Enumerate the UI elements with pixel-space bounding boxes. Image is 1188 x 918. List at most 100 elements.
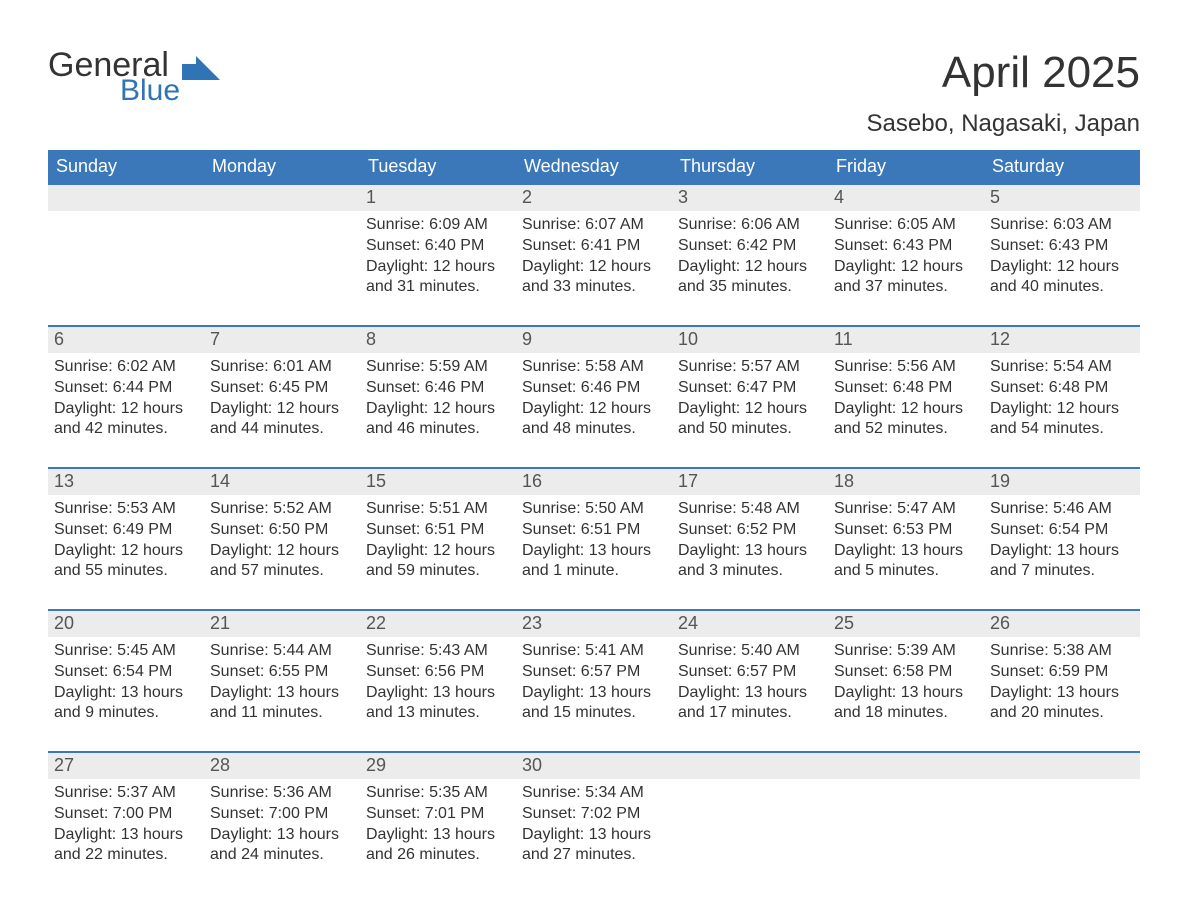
weekday-header: Wednesday — [516, 150, 672, 185]
sunrise-text: Sunrise: 5:51 AM — [366, 499, 510, 520]
sunrise-text: Sunrise: 5:47 AM — [834, 499, 978, 520]
day-number — [984, 753, 1140, 779]
sunrise-text: Sunrise: 5:39 AM — [834, 641, 978, 662]
daylight2-text: and 27 minutes. — [522, 845, 666, 866]
daylight1-text: Daylight: 12 hours — [54, 399, 198, 420]
daylight2-text: and 44 minutes. — [210, 419, 354, 440]
day-cell: Sunrise: 5:39 AMSunset: 6:58 PMDaylight:… — [828, 637, 984, 733]
logo-flag-icon — [182, 56, 220, 80]
day-cell — [828, 779, 984, 875]
day-cell: Sunrise: 5:59 AMSunset: 6:46 PMDaylight:… — [360, 353, 516, 449]
daylight2-text: and 13 minutes. — [366, 703, 510, 724]
calendar-page: General Blue April 2025 Sasebo, Nagasaki… — [0, 0, 1188, 875]
day-number: 27 — [48, 753, 204, 779]
weekday-header: Monday — [204, 150, 360, 185]
daylight1-text: Daylight: 12 hours — [366, 541, 510, 562]
sunset-text: Sunset: 6:45 PM — [210, 378, 354, 399]
day-cell: Sunrise: 6:01 AMSunset: 6:45 PMDaylight:… — [204, 353, 360, 449]
daylight2-text: and 26 minutes. — [366, 845, 510, 866]
daylight2-text: and 52 minutes. — [834, 419, 978, 440]
day-cell: Sunrise: 5:47 AMSunset: 6:53 PMDaylight:… — [828, 495, 984, 591]
day-number — [828, 753, 984, 779]
daylight1-text: Daylight: 13 hours — [990, 683, 1134, 704]
day-cell: Sunrise: 5:58 AMSunset: 6:46 PMDaylight:… — [516, 353, 672, 449]
day-cell — [672, 779, 828, 875]
day-cell — [48, 211, 204, 307]
sunrise-text: Sunrise: 5:41 AM — [522, 641, 666, 662]
sunrise-text: Sunrise: 5:35 AM — [366, 783, 510, 804]
day-number: 30 — [516, 753, 672, 779]
day-cell: Sunrise: 5:45 AMSunset: 6:54 PMDaylight:… — [48, 637, 204, 733]
day-number: 18 — [828, 469, 984, 495]
sunset-text: Sunset: 7:01 PM — [366, 804, 510, 825]
sunset-text: Sunset: 6:48 PM — [834, 378, 978, 399]
daylight2-text: and 37 minutes. — [834, 277, 978, 298]
day-number: 17 — [672, 469, 828, 495]
calendar-week: 6789101112Sunrise: 6:02 AMSunset: 6:44 P… — [48, 325, 1140, 449]
day-number: 16 — [516, 469, 672, 495]
daylight2-text: and 9 minutes. — [54, 703, 198, 724]
day-cell: Sunrise: 5:35 AMSunset: 7:01 PMDaylight:… — [360, 779, 516, 875]
sunrise-text: Sunrise: 5:43 AM — [366, 641, 510, 662]
sunrise-text: Sunrise: 5:34 AM — [522, 783, 666, 804]
day-number: 14 — [204, 469, 360, 495]
logo-text: General Blue — [48, 48, 180, 106]
sunrise-text: Sunrise: 5:52 AM — [210, 499, 354, 520]
day-number: 3 — [672, 185, 828, 211]
daylight1-text: Daylight: 12 hours — [678, 399, 822, 420]
daylight1-text: Daylight: 13 hours — [834, 541, 978, 562]
day-cell: Sunrise: 6:06 AMSunset: 6:42 PMDaylight:… — [672, 211, 828, 307]
sunset-text: Sunset: 6:51 PM — [522, 520, 666, 541]
day-number: 23 — [516, 611, 672, 637]
calendar-week: 20212223242526Sunrise: 5:45 AMSunset: 6:… — [48, 609, 1140, 733]
day-number: 21 — [204, 611, 360, 637]
sunset-text: Sunset: 6:41 PM — [522, 236, 666, 257]
day-number: 1 — [360, 185, 516, 211]
daylight1-text: Daylight: 13 hours — [522, 683, 666, 704]
day-cell: Sunrise: 6:09 AMSunset: 6:40 PMDaylight:… — [360, 211, 516, 307]
daylight2-text: and 40 minutes. — [990, 277, 1134, 298]
sunrise-text: Sunrise: 5:36 AM — [210, 783, 354, 804]
daylight2-text: and 5 minutes. — [834, 561, 978, 582]
sunrise-text: Sunrise: 5:54 AM — [990, 357, 1134, 378]
sunset-text: Sunset: 6:55 PM — [210, 662, 354, 683]
day-number: 5 — [984, 185, 1140, 211]
day-cell: Sunrise: 5:44 AMSunset: 6:55 PMDaylight:… — [204, 637, 360, 733]
sunrise-text: Sunrise: 5:57 AM — [678, 357, 822, 378]
day-cell: Sunrise: 5:52 AMSunset: 6:50 PMDaylight:… — [204, 495, 360, 591]
daylight2-text: and 22 minutes. — [54, 845, 198, 866]
sunrise-text: Sunrise: 5:40 AM — [678, 641, 822, 662]
daylight2-text: and 54 minutes. — [990, 419, 1134, 440]
daylight2-text: and 46 minutes. — [366, 419, 510, 440]
sunset-text: Sunset: 6:52 PM — [678, 520, 822, 541]
daylight1-text: Daylight: 13 hours — [54, 825, 198, 846]
day-number: 28 — [204, 753, 360, 779]
day-number-row: 6789101112 — [48, 327, 1140, 353]
daylight1-text: Daylight: 12 hours — [834, 399, 978, 420]
day-cell: Sunrise: 5:53 AMSunset: 6:49 PMDaylight:… — [48, 495, 204, 591]
day-number: 20 — [48, 611, 204, 637]
sunset-text: Sunset: 6:53 PM — [834, 520, 978, 541]
day-cell: Sunrise: 5:41 AMSunset: 6:57 PMDaylight:… — [516, 637, 672, 733]
sunrise-text: Sunrise: 5:38 AM — [990, 641, 1134, 662]
daylight1-text: Daylight: 12 hours — [54, 541, 198, 562]
daylight1-text: Daylight: 13 hours — [834, 683, 978, 704]
day-cell: Sunrise: 5:51 AMSunset: 6:51 PMDaylight:… — [360, 495, 516, 591]
sunrise-text: Sunrise: 6:03 AM — [990, 215, 1134, 236]
daylight2-text: and 17 minutes. — [678, 703, 822, 724]
daylight2-text: and 59 minutes. — [366, 561, 510, 582]
daylight1-text: Daylight: 12 hours — [990, 399, 1134, 420]
day-cell: Sunrise: 5:37 AMSunset: 7:00 PMDaylight:… — [48, 779, 204, 875]
daylight2-text: and 1 minute. — [522, 561, 666, 582]
daylight1-text: Daylight: 13 hours — [210, 683, 354, 704]
sunrise-text: Sunrise: 5:45 AM — [54, 641, 198, 662]
daylight1-text: Daylight: 12 hours — [210, 399, 354, 420]
daylight1-text: Daylight: 12 hours — [522, 399, 666, 420]
sunset-text: Sunset: 6:49 PM — [54, 520, 198, 541]
sunrise-text: Sunrise: 5:44 AM — [210, 641, 354, 662]
daylight1-text: Daylight: 13 hours — [210, 825, 354, 846]
day-number: 10 — [672, 327, 828, 353]
day-number: 11 — [828, 327, 984, 353]
daylight2-text: and 18 minutes. — [834, 703, 978, 724]
daylight1-text: Daylight: 13 hours — [366, 683, 510, 704]
